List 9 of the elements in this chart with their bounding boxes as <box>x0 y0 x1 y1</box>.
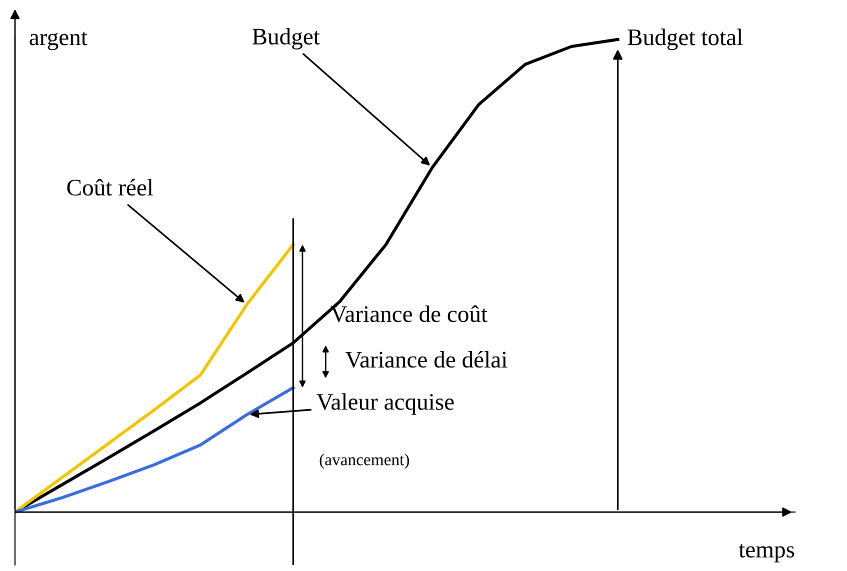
y-axis-title: argent <box>30 32 88 50</box>
annotation: (avancement) <box>320 454 410 469</box>
annotation: Variance de délai <box>345 351 508 368</box>
annotation: Valeur acquise <box>316 393 454 415</box>
annotation: Budget total <box>628 28 743 50</box>
annotation: Coût réel <box>67 178 154 196</box>
annotation: Budget <box>252 28 320 50</box>
x-axis-title: temps <box>738 544 794 562</box>
annotation: Variance de coût <box>330 305 488 322</box>
